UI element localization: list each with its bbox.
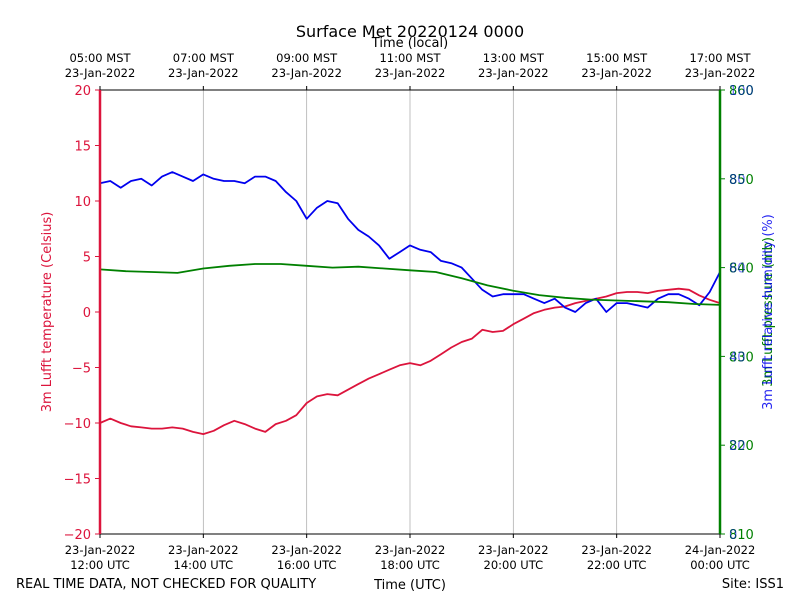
top-tick-time: 05:00 MST [69,51,131,65]
bottom-tick-time: 14:00 UTC [174,558,234,572]
top-tick-time: 15:00 MST [586,51,648,65]
bottom-tick-time: 00:00 UTC [690,558,750,572]
right-axis-label-pressure: 3m Lufft pressure (mb) [761,237,776,387]
bottom-tick-time: 12:00 UTC [70,558,130,572]
right-axis-label-humidity: 3m Lufft relative humidity (%) [761,214,776,410]
right-tick-label-pressure: 860 [729,84,754,99]
top-tick-time: 17:00 MST [689,51,751,65]
top-tick-date: 23-Jan-2022 [581,66,652,80]
chart-title: Surface Met 20220124 0000 [296,22,524,41]
top-tick-time: 07:00 MST [173,51,235,65]
right-tick-label-humidity: 60 [729,262,746,277]
top-tick-date: 23-Jan-2022 [271,66,342,80]
top-tick-date: 23-Jan-2022 [65,66,136,80]
bottom-tick-time: 16:00 UTC [277,558,337,572]
bottom-tick-date: 23-Jan-2022 [581,543,652,557]
bottom-tick-date: 23-Jan-2022 [65,543,136,557]
right-tick-label-humidity: 80 [729,173,746,188]
x-axis-label: Time (UTC) [373,578,446,593]
left-tick-label: −10 [64,417,91,432]
right-tick-label-pressure: 820 [729,439,754,454]
bottom-tick-date: 23-Jan-2022 [478,543,549,557]
bottom-tick-date: 24-Jan-2022 [685,543,756,557]
right-tick-label-pressure: 810 [729,528,754,543]
series-line-3m-lufft-temperature [99,287,721,436]
vertical-gridlines [202,90,618,534]
right-tick-label-humidity: 0 [729,528,737,543]
top-tick-time: 09:00 MST [276,51,338,65]
series-lines [99,171,721,436]
top-tick-date: 23-Jan-2022 [478,66,549,80]
series-line-3m-lufft-relative-humidity [99,171,721,313]
top-tick-time: 11:00 MST [379,51,441,65]
top-tick-time: 13:00 MST [483,51,545,65]
right-axis-ticks: 810 820 830 840 850 860 0 20 40 60 80 100 [720,84,754,543]
top-tick-date: 23-Jan-2022 [375,66,446,80]
right-tick-label-humidity: 100 [729,84,754,99]
right-tick-label-pressure: 830 [729,350,754,365]
left-tick-label: 0 [83,306,91,321]
site-label: Site: ISS1 [722,577,784,592]
bottom-tick-time: 22:00 UTC [587,558,647,572]
left-tick-label: 15 [74,140,91,155]
bottom-tick-date: 23-Jan-2022 [271,543,342,557]
left-tick-label: −15 [64,473,91,488]
right-tick-label-humidity: 40 [729,350,746,365]
right-tick-label-humidity: 20 [729,439,746,454]
quality-disclaimer: REAL TIME DATA, NOT CHECKED FOR QUALITY [16,577,316,592]
right-tick-label-pressure: 850 [729,173,754,188]
left-tick-label: 10 [74,195,91,210]
bottom-tick-time: 20:00 UTC [484,558,544,572]
bottom-tick-time: 18:00 UTC [380,558,440,572]
bottom-tick-date: 23-Jan-2022 [375,543,446,557]
right-tick-label-pressure: 840 [729,262,754,277]
left-tick-label: −20 [64,528,91,543]
left-tick-label: 5 [83,251,91,266]
top-tick-date: 23-Jan-2022 [168,66,239,80]
left-axis-ticks: −20 −15 −10 −5 0 5 10 15 20 [64,84,100,543]
left-tick-label: −5 [72,362,91,377]
bottom-tick-date: 23-Jan-2022 [168,543,239,557]
left-axis-label: 3m Lufft temperature (Celsius) [40,212,55,413]
top-tick-date: 23-Jan-2022 [685,66,756,80]
top-axis-label: Time (local) [371,36,448,51]
series-line-3m-lufft-pressure [99,263,721,306]
left-tick-label: 20 [74,84,91,99]
